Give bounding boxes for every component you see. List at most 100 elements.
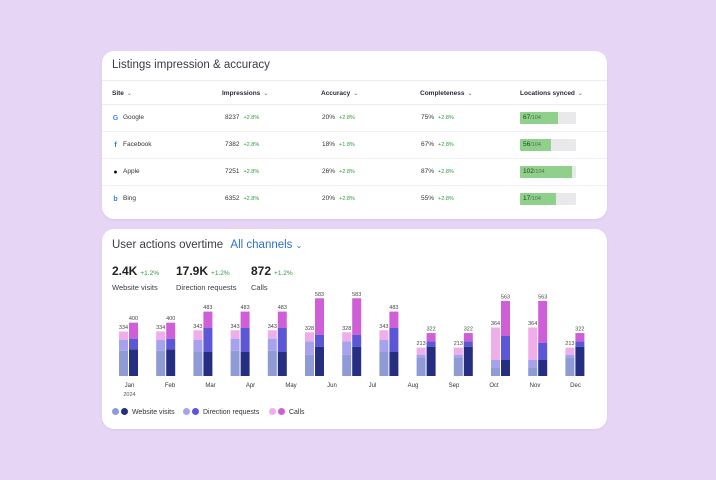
bar-segment-direction-requests [575,341,585,347]
impressions-delta: +2.8% [243,196,260,202]
bar-total-label: 334 [156,325,165,331]
column-header-completeness[interactable]: Completeness ⌄ [420,90,473,97]
site-cell: G Google [112,114,144,122]
google-icon: G [112,115,119,122]
table-row[interactable]: G Google 8237 +2.8% 20% +2.8% 75% +2.8% 67/104 [102,105,607,132]
completeness-delta: +2.8% [438,115,454,121]
bar-segment-website-visits [416,357,426,376]
bar-segment-website-visits [565,357,575,376]
x-tick-label: Jun [327,383,337,389]
stat-value: 2.4K [112,264,138,278]
table-row[interactable]: ● Apple 7251 +2.8% 26% +2.8% 87% +2.8% 102/104 [102,159,607,186]
channel-selector[interactable]: All channels ⌄ [230,239,302,251]
impressions-value: 8237 [225,114,240,121]
bar-total-label: 400 [166,316,175,322]
legend-direction-requests[interactable]: Direction requests [183,408,259,416]
bar-segment-website-visits [166,349,176,376]
impressions-value: 7382 [225,141,240,148]
bar-segment-calls [156,331,166,340]
apple-icon: ● [113,169,118,176]
stat-calls: 872 +1.2% Calls [251,262,293,292]
column-header-accuracy[interactable]: Accuracy ⌄ [321,90,359,97]
bar-segment-calls [166,322,176,339]
synced-count: 67 [523,114,531,121]
bar-total-label: 328 [342,326,351,332]
accuracy-cell: 20% +2.8% [322,114,355,121]
bar-segment-calls [203,311,213,328]
bar-total-label: 483 [278,305,287,311]
header-divider [102,104,607,105]
bar-total-label: 213 [454,341,463,347]
accuracy-cell: 18% +1.8% [322,141,355,148]
completeness-cell: 67% +2.8% [421,141,454,148]
column-header-impressions[interactable]: Impressions ⌄ [222,90,269,97]
table-row[interactable]: b Bing 6352 +2.8% 20% +2.8% 55% +2.8% 17/104 [102,186,607,213]
legend-calls[interactable]: Calls [269,408,305,416]
column-header-site[interactable]: Site ⌄ [112,90,132,97]
completeness-cell: 55% +2.8% [421,195,454,202]
bar-segment-direction-requests [277,328,287,352]
listings-card: Listings impression & accuracy Site ⌄ Imp… [102,51,607,219]
bar-total-label: 328 [305,326,314,332]
bar-segment-calls [230,330,240,339]
legend-label: Direction requests [202,409,260,416]
bar-segment-website-visits [156,350,166,376]
x-tick-label: Nov [530,383,541,389]
column-header-locations-synced[interactable]: Locations synced ⌄ [520,90,583,97]
site-cell: ● Apple [112,168,140,176]
completeness-value: 75% [421,114,435,121]
accuracy-cell: 26% +2.8% [322,168,355,175]
bar-segment-calls [426,333,436,342]
bar-total-label: 483 [203,305,212,311]
bar-total-label: 322 [464,327,473,333]
impressions-delta: +2.8% [243,142,260,148]
bar-segment-calls [528,327,538,360]
bar-segment-website-visits [501,360,510,376]
completeness-value: 67% [421,141,435,148]
bar-segment-calls [575,333,585,342]
user-actions-title-text: User actions overtime [112,239,224,251]
bar-segment-calls [416,347,426,355]
bar-segment-calls [463,333,473,342]
bar-segment-direction-requests [491,360,500,368]
bar-segment-website-visits [352,346,362,376]
listings-title-divider [102,80,607,81]
bar-segment-direction-requests [342,341,352,355]
bar-segment-website-visits [389,352,399,376]
completeness-delta: +2.8% [438,196,454,202]
accuracy-value: 18% [322,141,336,148]
impressions-cell: 8237 +2.8% [225,114,259,121]
x-tick-label: Oct [489,383,499,389]
bar-segment-calls [315,298,324,335]
bar-segment-calls [453,347,463,355]
impressions-value: 7251 [225,168,240,175]
bar-segment-direction-requests [528,360,538,368]
stat-delta: +1.2% [140,270,159,277]
table-row[interactable]: f Facebook 7382 +2.8% 18% +1.8% 67% +2.8% 56/104 [102,132,607,159]
bar-segment-direction-requests [305,341,314,355]
bar-segment-direction-requests [240,328,250,352]
accuracy-delta: +2.8% [339,169,355,175]
site-cell: b Bing [112,195,136,203]
bar-segment-calls [119,331,128,340]
stat-label: Website visits [112,283,158,292]
legend-website-visits[interactable]: Website visits [112,408,175,416]
stat-value: 872 [251,264,272,278]
x-tick-label: Feb [165,383,176,389]
bar-segment-direction-requests [267,338,277,351]
bar-total-label: 322 [427,327,436,333]
x-tick-label: Apr [246,383,255,389]
bar-segment-direction-requests [193,340,203,352]
impressions-value: 6352 [225,195,240,202]
x-tick-label: Jul [369,383,377,389]
bar-segment-direction-requests [203,328,213,352]
site-name: Apple [123,168,140,175]
stat-label: Direction requests [176,283,237,292]
locations-synced-fill [520,112,558,124]
completeness-cell: 75% +2.8% [421,114,454,121]
impressions-delta: +2.8% [243,169,260,175]
locations-synced-text: 56/104 [523,141,541,148]
bar-segment-website-visits [193,352,203,376]
chevron-down-icon: ⌄ [295,241,303,250]
bar-segment-calls [565,347,575,355]
